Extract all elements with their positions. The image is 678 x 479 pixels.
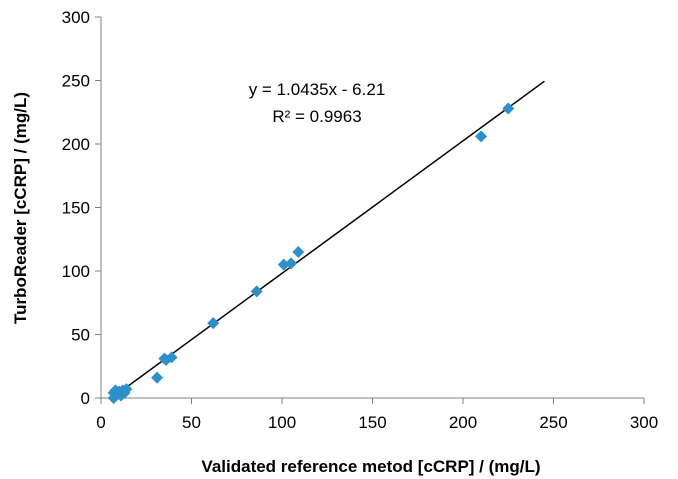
y-tick-label: 50 (71, 326, 90, 345)
data-point (292, 245, 305, 258)
y-tick-label: 150 (62, 199, 90, 218)
trendline-equation-label: y = 1.0435x - 6.21 (249, 80, 386, 99)
data-point (475, 130, 488, 143)
x-tick-label: 250 (539, 413, 567, 432)
data-point (250, 285, 263, 298)
r-squared-label: R² = 0.9963 (272, 107, 361, 126)
data-point (120, 383, 133, 396)
x-tick-label: 50 (182, 413, 201, 432)
y-tick-label: 0 (81, 389, 90, 408)
y-tick-label: 300 (62, 8, 90, 27)
y-axis-title: TurboReader [cCRP] / (mg/L) (11, 92, 30, 324)
x-tick-label: 200 (449, 413, 477, 432)
data-point (165, 351, 178, 364)
y-tick-label: 250 (62, 72, 90, 91)
x-ticks: 0 50 100 150 200 250 300 (96, 398, 658, 432)
x-tick-label: 0 (96, 413, 105, 432)
y-tick-label: 100 (62, 262, 90, 281)
data-point (285, 257, 298, 270)
x-tick-label: 300 (630, 413, 658, 432)
trendline (111, 80, 545, 399)
x-tick-label: 100 (268, 413, 296, 432)
y-ticks: 0 50 100 150 200 250 300 (62, 8, 101, 408)
data-point (207, 317, 220, 330)
data-point (502, 102, 515, 115)
x-axis-title: Validated reference metod [cCRP] / (mg/L… (201, 457, 540, 476)
data-points (107, 102, 515, 404)
y-tick-label: 200 (62, 135, 90, 154)
data-point (151, 371, 164, 384)
x-tick-label: 150 (358, 413, 386, 432)
